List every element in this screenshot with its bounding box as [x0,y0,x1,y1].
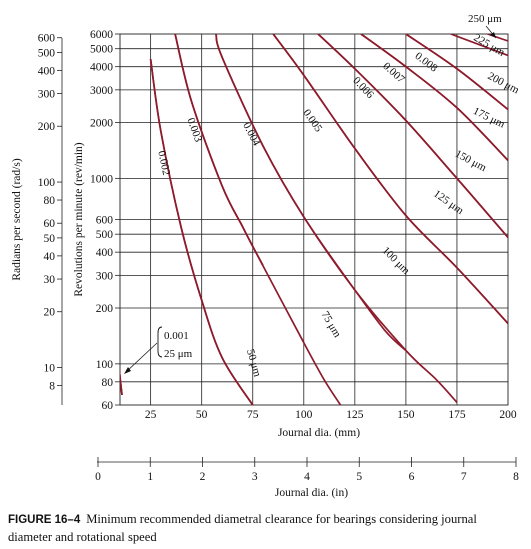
y2-tick-label-200: 200 [38,121,56,133]
series-line-15 [405,34,508,111]
y-tick-label-400: 400 [96,247,114,259]
x-axis-label: Journal dia. (mm) [278,427,360,439]
x-tick-label-50: 50 [196,409,208,421]
curve-label-um-6: 200 μm [486,70,522,97]
curve-label-um-7: 225 μm [471,32,507,59]
curve-label-um-2: 100 μm [380,245,413,278]
y2-tick-label-10: 10 [44,363,56,375]
y2-tick-label-50: 50 [44,233,56,245]
curve-label-um-4: 150 μm [453,148,489,175]
series-line-9 [149,58,254,405]
y2-tick-label-80: 80 [44,195,56,207]
arrow-0001-shaft [125,342,158,373]
y-tick-label-300: 300 [96,270,114,282]
y-tick-label-1000: 1000 [90,173,113,185]
arrow-0001-head [124,367,131,374]
y2-tick-label-400: 400 [38,65,56,77]
y-tick-label-500: 500 [96,229,114,241]
x2-tick-label-7: 7 [461,471,467,483]
curve-label-um-3: 125 μm [431,188,466,217]
series-line-2 [174,34,264,266]
y-tick-label-6000: 6000 [90,29,113,41]
y-tick-label-2000: 2000 [90,118,113,130]
curve-label-mm-2: 0.004 [240,120,262,148]
curve-label-mm-0: 0.002 [155,150,172,177]
x2-axis-label: Journal dia. (in) [275,487,348,499]
curve-label-um-8: 250 μm [468,13,502,25]
y2-tick-label-8: 8 [49,381,55,393]
x2-tick-label-0: 0 [95,471,101,483]
figure-caption: FIGURE 16–4 Minimum recommended diametral… [8,511,523,546]
series-line-3 [215,34,407,352]
y2-axis-label: Radians per second (rad/s) [11,158,23,280]
y-tick-label-3000: 3000 [90,85,113,97]
y-axis-label: Revolutions per minute (rev/min) [73,142,85,296]
x2-tick-label-3: 3 [252,471,258,483]
y-tick-label-100: 100 [96,359,114,371]
y2-tick-label-500: 500 [38,47,56,59]
y2-tick-label-30: 30 [44,274,56,286]
curve-label-um-1: 75 μm [319,309,344,340]
chart: 25 50 75 100 125 150 175 2006080100200300400500… [11,13,522,499]
y-tick-label-4000: 4000 [90,62,113,74]
y-tick-label-5000: 5000 [90,44,113,56]
y2-tick-label-100: 100 [38,177,56,189]
series-line-13 [317,34,508,239]
x-tick-label-200: 200 [499,409,517,421]
bracket-0001 [157,326,163,358]
x2-tick-label-2: 2 [200,471,206,483]
caption-text: Minimum recommended diametral clearance … [8,512,477,544]
y-tick-label-600: 600 [96,215,114,227]
x2-tick-label-6: 6 [409,471,415,483]
x2-tick-label-8: 8 [513,471,519,483]
x2-tick-label-1: 1 [147,471,153,483]
y2-tick-label-40: 40 [44,251,56,263]
arrow-250-head [490,32,496,38]
figure-number: FIGURE 16–4 [8,514,81,526]
series-line-10 [174,34,342,405]
series-line-11 [215,34,458,403]
curve-label-um-0: 50 μm [244,348,263,379]
series-line-17 [487,34,508,42]
curve-label-mm-4: 0.006 [350,75,376,102]
bracket-label-1: 25 μm [164,348,193,360]
series-line-8 [120,368,123,395]
x-tick-label-125: 125 [346,409,364,421]
series-line-12 [272,34,508,325]
x-tick-label-175: 175 [448,409,466,421]
x2-tick-label-5: 5 [356,471,362,483]
y-tick-label-60: 60 [102,400,114,412]
series-line-16 [450,34,508,57]
y-tick-label-80: 80 [102,377,114,389]
y-tick-label-200: 200 [96,303,114,315]
x-tick-label-75: 75 [247,409,259,421]
curves-group [120,34,508,405]
series-line-14 [360,34,508,161]
y2-tick-label-60: 60 [44,218,56,230]
x2-tick-label-4: 4 [304,471,310,483]
x-tick-label-25: 25 [145,409,157,421]
y2-tick-label-600: 600 [38,33,56,45]
x-tick-label-150: 150 [397,409,415,421]
bracket-label-0: 0.001 [164,330,189,342]
y2-tick-label-20: 20 [44,307,56,319]
y2-tick-label-300: 300 [38,89,56,101]
x-tick-label-100: 100 [295,409,313,421]
